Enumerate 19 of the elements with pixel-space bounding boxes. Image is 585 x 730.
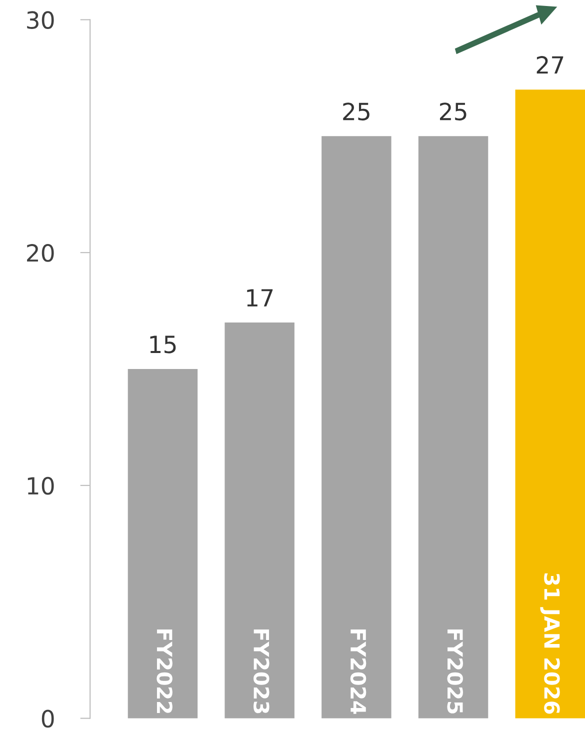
data-label: 15: [150, 336, 176, 354]
x-tick-label: FY2022: [156, 629, 172, 714]
data-label: 27: [536, 56, 564, 74]
x-tick-label: FY2024: [350, 629, 366, 714]
y-tick-label: 10: [28, 476, 54, 495]
x-tick-label: FY2025: [447, 629, 463, 714]
bar: [128, 369, 198, 718]
data-label: 25: [343, 102, 370, 120]
y-tick-label: 0: [42, 710, 54, 728]
data-label: 17: [247, 289, 273, 306]
bar: [224, 322, 294, 718]
bar: [515, 90, 585, 718]
bar: [418, 136, 488, 718]
y-tick-label: 20: [27, 244, 54, 262]
y-tick-label: 30: [27, 11, 54, 30]
data-label: 25: [440, 102, 466, 120]
x-tick-label: FY2023: [254, 629, 270, 714]
x-tick-label: 31 JAN 2026: [540, 573, 560, 714]
bar: [322, 136, 392, 718]
